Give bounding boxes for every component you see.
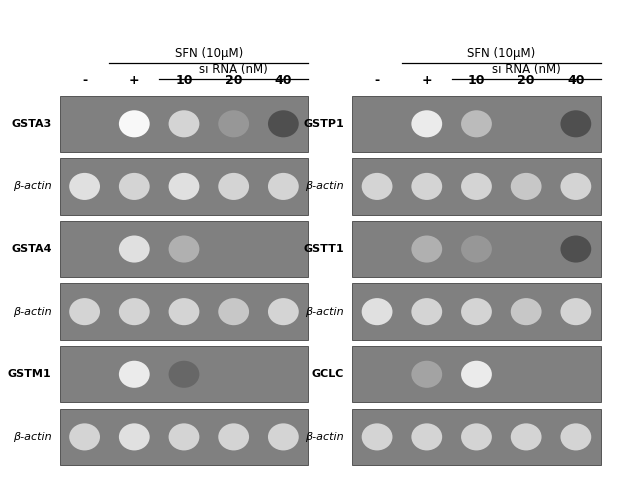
Ellipse shape — [560, 173, 591, 200]
Ellipse shape — [218, 298, 249, 325]
Text: GSTA4: GSTA4 — [11, 244, 52, 254]
Ellipse shape — [268, 173, 299, 200]
Ellipse shape — [461, 361, 492, 388]
Ellipse shape — [69, 173, 100, 200]
Ellipse shape — [169, 236, 199, 262]
Text: 10: 10 — [468, 74, 485, 87]
Ellipse shape — [560, 424, 591, 450]
Text: +: + — [421, 74, 432, 87]
Ellipse shape — [119, 424, 150, 450]
Ellipse shape — [411, 298, 442, 325]
Ellipse shape — [69, 424, 100, 450]
Ellipse shape — [169, 424, 199, 450]
Ellipse shape — [268, 298, 299, 325]
Ellipse shape — [169, 110, 199, 137]
Text: β-actin: β-actin — [13, 307, 52, 316]
Text: SFN (10μM): SFN (10μM) — [467, 47, 535, 60]
Ellipse shape — [268, 236, 299, 262]
FancyBboxPatch shape — [352, 409, 601, 465]
Text: β-actin: β-actin — [306, 182, 344, 191]
Text: GSTM1: GSTM1 — [8, 369, 52, 379]
FancyBboxPatch shape — [60, 96, 308, 152]
Ellipse shape — [461, 298, 492, 325]
Ellipse shape — [411, 110, 442, 137]
Ellipse shape — [119, 298, 150, 325]
Text: β-actin: β-actin — [306, 432, 344, 442]
Text: β-actin: β-actin — [13, 182, 52, 191]
Text: GSTA3: GSTA3 — [11, 119, 52, 129]
Ellipse shape — [119, 236, 150, 262]
FancyBboxPatch shape — [352, 221, 601, 277]
Text: +: + — [129, 74, 140, 87]
Text: GSTT1: GSTT1 — [303, 244, 344, 254]
Ellipse shape — [169, 173, 199, 200]
Ellipse shape — [268, 110, 299, 137]
Ellipse shape — [411, 173, 442, 200]
Text: β-actin: β-actin — [13, 432, 52, 442]
Ellipse shape — [411, 424, 442, 450]
Text: 20: 20 — [518, 74, 535, 87]
Ellipse shape — [511, 173, 542, 200]
FancyBboxPatch shape — [352, 158, 601, 215]
Ellipse shape — [461, 424, 492, 450]
Ellipse shape — [119, 173, 150, 200]
Ellipse shape — [461, 110, 492, 137]
Ellipse shape — [411, 361, 442, 388]
Ellipse shape — [362, 424, 392, 450]
Text: GCLC: GCLC — [312, 369, 344, 379]
FancyBboxPatch shape — [60, 346, 308, 402]
FancyBboxPatch shape — [352, 346, 601, 402]
Ellipse shape — [411, 236, 442, 262]
Ellipse shape — [511, 424, 542, 450]
Text: GSTP1: GSTP1 — [303, 119, 344, 129]
Ellipse shape — [169, 298, 199, 325]
Text: β-actin: β-actin — [306, 307, 344, 316]
Ellipse shape — [362, 173, 392, 200]
Ellipse shape — [218, 110, 249, 137]
Text: 40: 40 — [567, 74, 584, 87]
Ellipse shape — [560, 110, 591, 137]
Ellipse shape — [119, 361, 150, 388]
Text: 10: 10 — [175, 74, 192, 87]
Ellipse shape — [218, 173, 249, 200]
Ellipse shape — [461, 173, 492, 200]
Ellipse shape — [362, 298, 392, 325]
FancyBboxPatch shape — [60, 221, 308, 277]
FancyBboxPatch shape — [352, 283, 601, 340]
Ellipse shape — [268, 424, 299, 450]
Ellipse shape — [511, 298, 542, 325]
Ellipse shape — [560, 236, 591, 262]
FancyBboxPatch shape — [60, 283, 308, 340]
Text: -: - — [374, 74, 380, 87]
Text: 20: 20 — [225, 74, 242, 87]
FancyBboxPatch shape — [60, 158, 308, 215]
Text: si RNA (nM): si RNA (nM) — [199, 64, 268, 76]
Ellipse shape — [218, 424, 249, 450]
Ellipse shape — [69, 298, 100, 325]
Ellipse shape — [461, 236, 492, 262]
Ellipse shape — [169, 361, 199, 388]
Ellipse shape — [560, 298, 591, 325]
Text: si RNA (nM): si RNA (nM) — [492, 64, 560, 76]
FancyBboxPatch shape — [60, 409, 308, 465]
FancyBboxPatch shape — [352, 96, 601, 152]
Ellipse shape — [511, 236, 542, 262]
Text: -: - — [82, 74, 87, 87]
Text: SFN (10μM): SFN (10μM) — [175, 47, 243, 60]
Ellipse shape — [119, 110, 150, 137]
Ellipse shape — [511, 110, 542, 137]
Text: 40: 40 — [275, 74, 292, 87]
